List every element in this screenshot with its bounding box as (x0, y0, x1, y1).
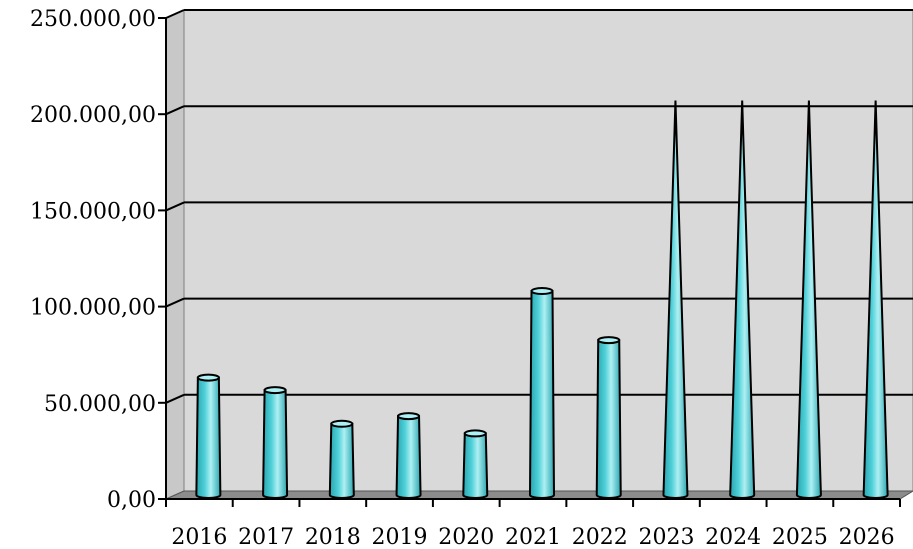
bar (195, 373, 222, 499)
side-wall (165, 9, 185, 500)
bar (729, 100, 756, 499)
y-tick-label: 250.000,00 (30, 7, 156, 32)
x-tick-label: 2022 (572, 525, 628, 549)
x-tick-label: 2020 (438, 525, 494, 549)
y-tick-label: 200.000,00 (30, 103, 156, 128)
gridline (165, 9, 913, 19)
y-tick-label: 150.000,00 (30, 199, 156, 224)
y-axis: 0,00 50.000,00 100.000,00 150.000,00 200.000… (30, 7, 167, 513)
bar (395, 412, 422, 499)
x-axis: 2016 2017 2018 2019 2020 2021 2022 2023 2024 2025… (165, 498, 901, 549)
gridline (165, 105, 913, 116)
bars (195, 100, 889, 499)
y-tick-label: 100.000,00 (30, 296, 156, 321)
x-tick-label: 2026 (839, 525, 895, 549)
x-tick-label: 2017 (238, 525, 294, 549)
bar (795, 100, 822, 499)
bar (462, 429, 489, 499)
bar (262, 386, 289, 499)
gridline (165, 201, 913, 212)
bar (662, 100, 689, 499)
x-tick-label: 2023 (638, 525, 694, 549)
x-tick-label: 2025 (772, 525, 828, 549)
bar (595, 336, 622, 499)
bar (328, 419, 355, 499)
bar (528, 287, 556, 499)
y-tick-label: 0,00 (107, 488, 156, 513)
x-tick-label: 2021 (505, 525, 561, 549)
x-tick-label: 2019 (372, 525, 428, 549)
x-tick-label: 2024 (705, 525, 761, 549)
x-tick-label: 2016 (171, 525, 227, 549)
x-tick-label: 2018 (305, 525, 361, 549)
bar (862, 100, 889, 499)
y-tick-label: 50.000,00 (44, 392, 156, 417)
